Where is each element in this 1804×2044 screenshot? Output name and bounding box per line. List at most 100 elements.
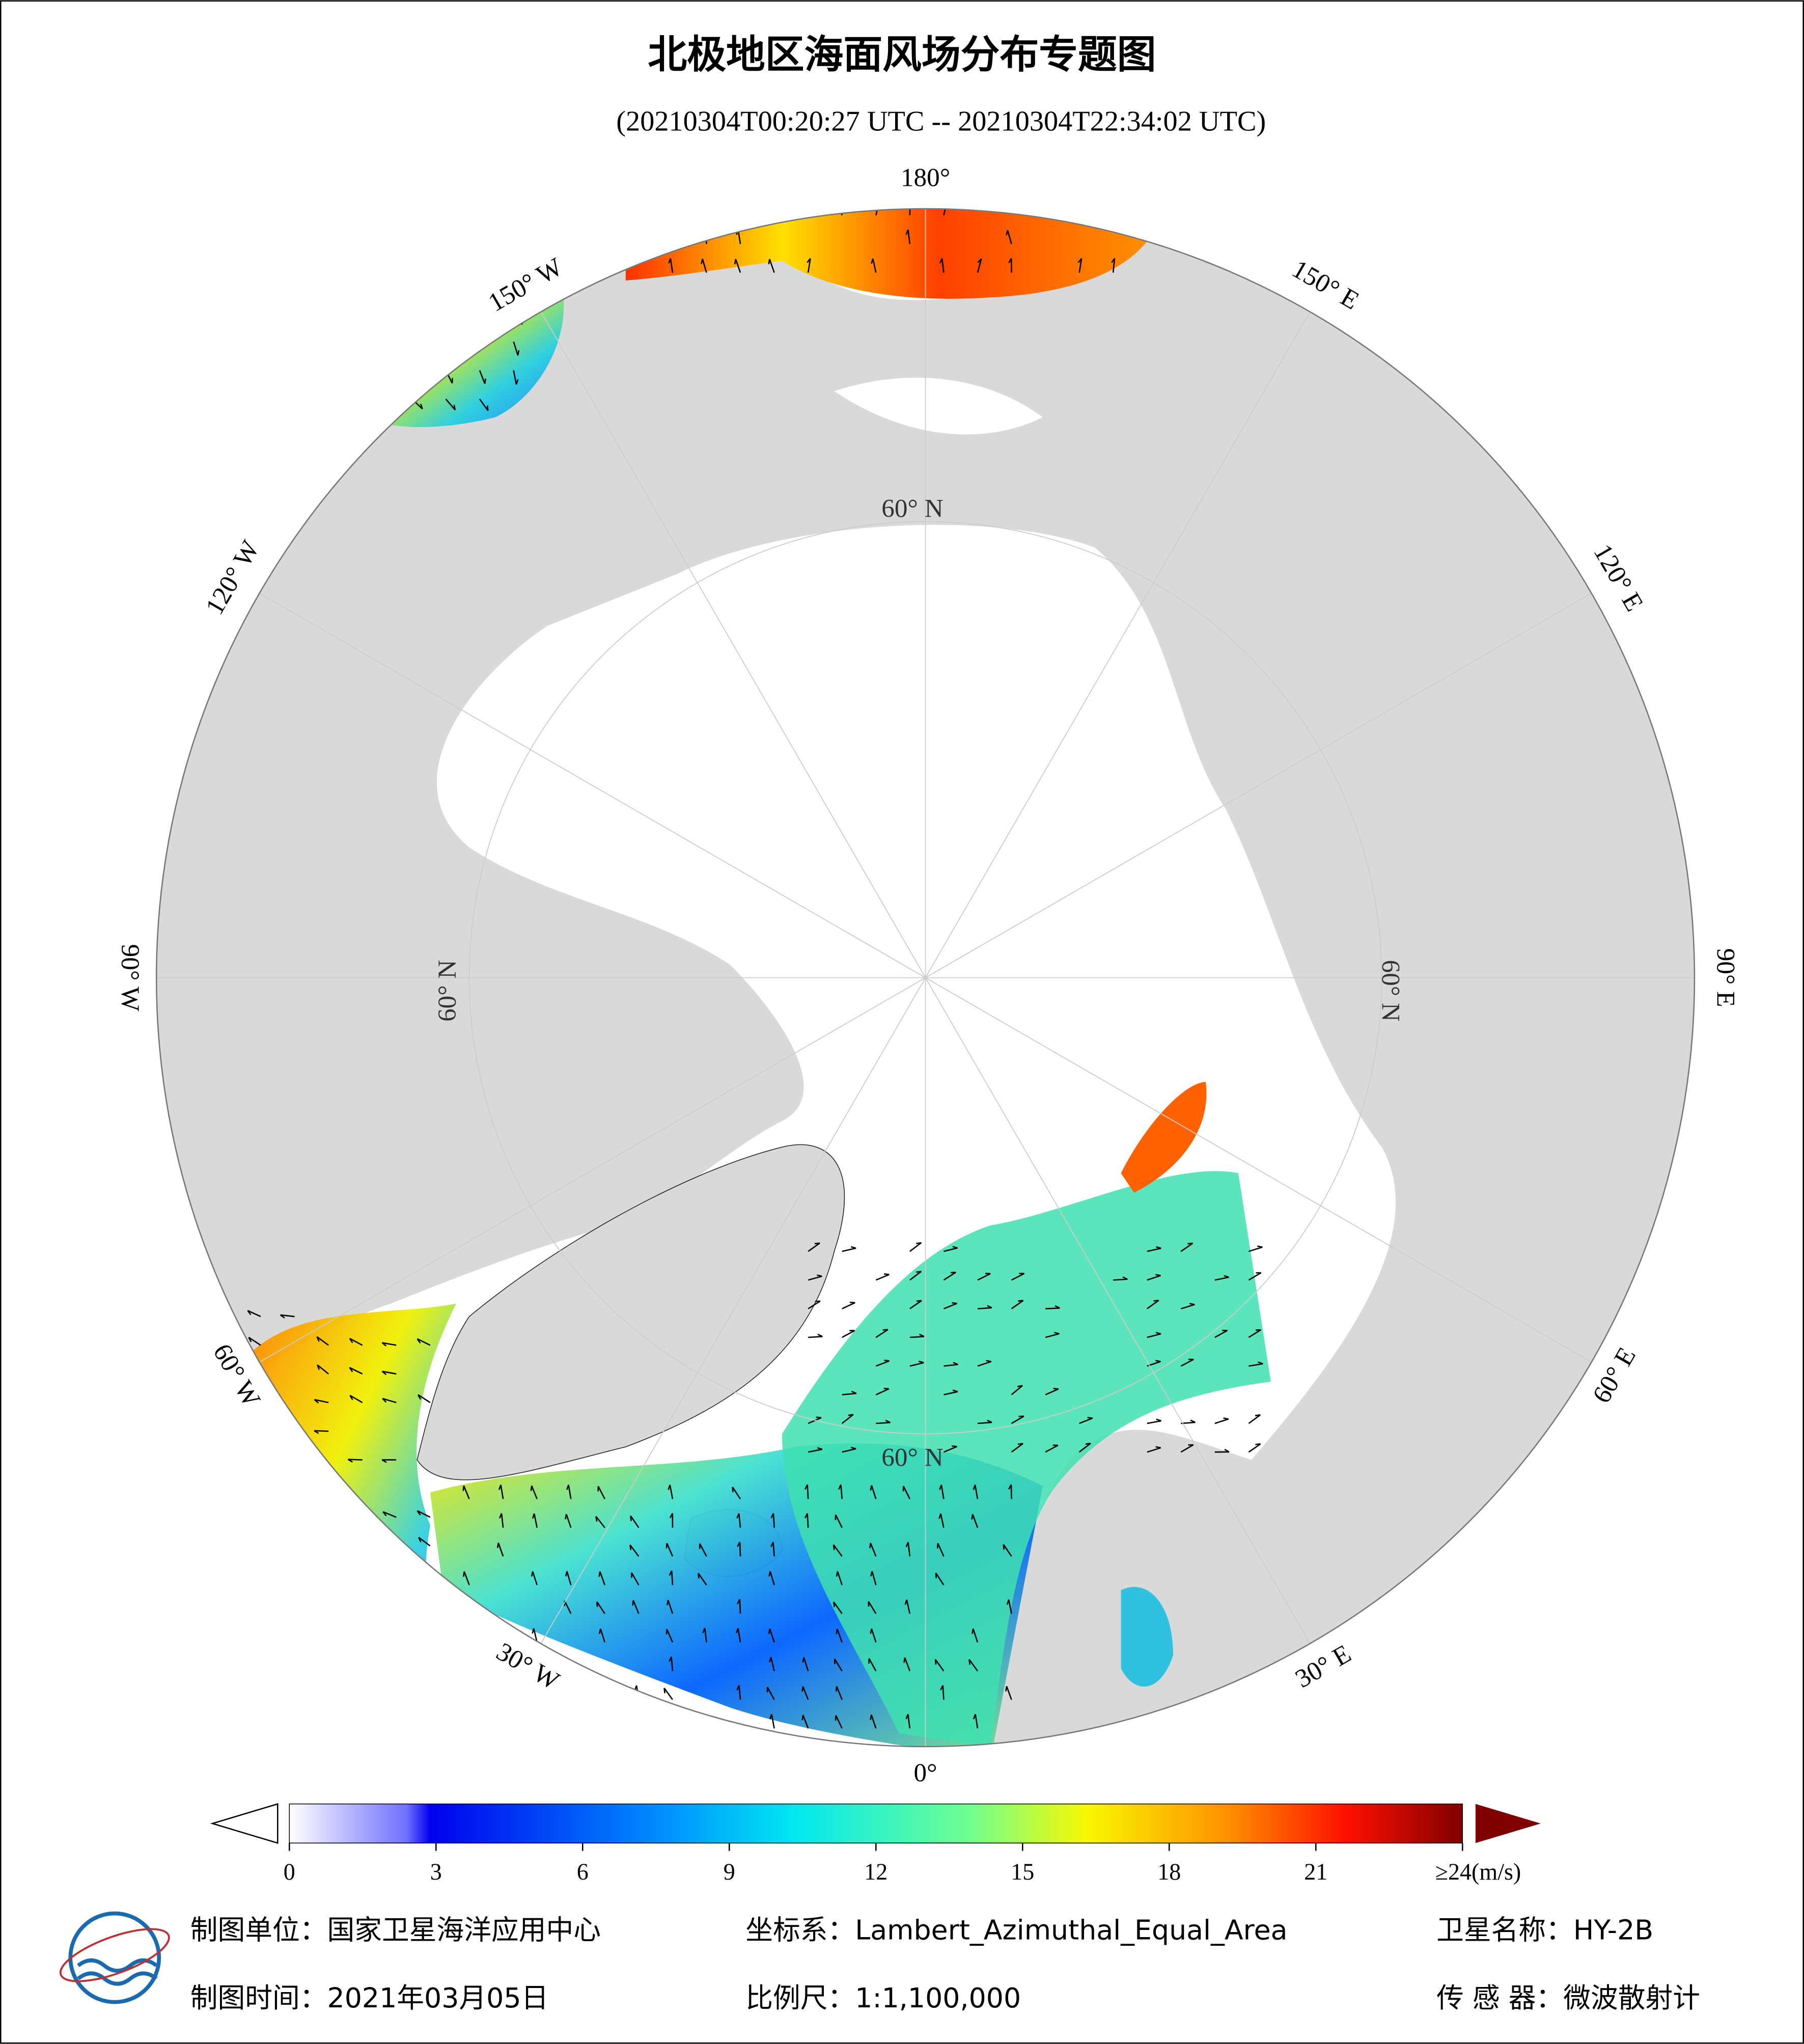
wind-arrow-head: [768, 259, 770, 265]
wind-arrow: [907, 1714, 911, 1729]
meridian: [259, 593, 926, 978]
wind-arrow: [871, 1714, 877, 1729]
wind-arrow: [699, 1543, 707, 1557]
wind-arrow-head: [349, 1367, 353, 1373]
wind-arrow: [631, 1572, 640, 1586]
wind-arrow: [943, 1247, 958, 1252]
wind-arrow-head: [1257, 1245, 1263, 1248]
wind-arrow-head: [940, 1685, 943, 1691]
meridian: [259, 977, 926, 1363]
wind-arrow-head: [916, 1271, 922, 1273]
wind-arrow: [836, 1629, 843, 1643]
wind-arrow-head: [1077, 258, 1083, 263]
wind-arrow: [941, 258, 945, 273]
wind-arrow-head: [347, 1459, 353, 1463]
wind-arrow-head: [381, 1370, 387, 1376]
wind-arrow-head: [1008, 1484, 1012, 1490]
wind-arrow: [732, 1487, 741, 1500]
wind-arrow-head: [668, 258, 671, 264]
wind-arrow-head: [595, 1516, 598, 1522]
wind-arrow-head: [314, 1399, 319, 1404]
wind-arrow: [1248, 1414, 1261, 1424]
wind-arrow: [666, 1543, 674, 1557]
footer-sensor: 传 感 器：微波散射计: [1436, 1982, 1700, 2014]
wind-arrow-head: [517, 350, 520, 356]
meridian: [540, 977, 926, 1644]
wind-arrow-head: [418, 1537, 422, 1543]
logo: [59, 1911, 170, 2004]
wind-arrow: [497, 1543, 504, 1557]
wind-arrow: [247, 1310, 261, 1318]
wind-arrow: [1248, 1246, 1263, 1252]
wind-arrow-head: [1008, 258, 1012, 263]
wind-arrow: [568, 1485, 572, 1499]
graticule: [156, 209, 1695, 1747]
wind-arrow: [1011, 1443, 1023, 1453]
wind-arrow-head: [381, 1342, 387, 1347]
wind-arrow: [842, 1392, 856, 1395]
wind-arrow-head: [247, 1310, 252, 1315]
wind-arrow: [943, 1303, 958, 1309]
wind-arrow-head: [802, 1657, 804, 1663]
wind-arrow-head: [850, 1246, 856, 1249]
wind-arrow: [704, 1628, 707, 1643]
wind-field: [625, 209, 1147, 299]
wind-arrow-head: [903, 1657, 906, 1663]
wind-arrow: [977, 1361, 992, 1367]
wind-arrow-head: [736, 1685, 740, 1691]
wind-arrow-head: [736, 1513, 740, 1519]
wind-arrow: [382, 1342, 397, 1346]
wind-arrow: [909, 1362, 924, 1367]
wind-arrow-head: [870, 1571, 873, 1577]
wind-arrow: [868, 1658, 877, 1671]
wind-arrow: [1045, 1388, 1059, 1395]
colorbar-tick-label: 15: [1011, 1859, 1034, 1885]
footer-crs: 坐标系：Lambert_Azimuthal_Equal_Area: [745, 1914, 1287, 1946]
wind-arrow: [907, 1542, 911, 1557]
wind-arrow: [871, 1485, 877, 1499]
wind-arrow: [1007, 230, 1012, 244]
wind-arrow-head: [973, 1485, 976, 1490]
wind-arrow: [943, 209, 948, 216]
wind-arrow-head: [1187, 1242, 1193, 1245]
wind-arrow-head: [1087, 1417, 1093, 1419]
wind-arrow: [940, 1513, 945, 1528]
wind-arrow: [280, 1314, 295, 1318]
wind-arrow: [802, 1686, 809, 1700]
wind-arrow: [565, 1514, 572, 1528]
wind-arrow: [479, 370, 486, 384]
wind-arrow: [600, 1628, 606, 1643]
wind-arrow: [909, 1271, 922, 1281]
wind-arrow: [975, 1714, 979, 1729]
wind-arrow-head: [349, 1395, 353, 1401]
wind-arrow: [943, 1272, 956, 1281]
wind-arrow-head: [977, 258, 982, 263]
wind-arrow-head: [883, 1387, 890, 1390]
meridian: [925, 977, 1311, 1644]
wind-arrow-head: [496, 1543, 499, 1548]
wind-arrow-head: [599, 1628, 601, 1634]
wind-arrow-head: [817, 1447, 823, 1450]
wind-arrow-head: [669, 1570, 673, 1576]
wind-arrow: [943, 1446, 957, 1453]
wind-arrow-head: [1156, 1418, 1161, 1422]
wind-arrow: [1147, 1333, 1161, 1338]
wind-arrow-head: [1190, 1419, 1196, 1423]
wind-arrow: [974, 1485, 979, 1499]
wind-arrow-head: [566, 1485, 569, 1490]
footer: 制图单位：国家卫星海洋应用中心 坐标系：Lambert_Azimuthal_Eq…: [190, 1914, 1700, 2014]
wind-arrow: [501, 1513, 504, 1528]
wind-arrow: [1180, 1444, 1194, 1453]
wind-arrow-head: [314, 1430, 319, 1434]
wind-arrow: [669, 1485, 674, 1499]
wind-arrow-head: [835, 1686, 838, 1692]
wind-vectors: [246, 209, 1263, 1729]
wind-arrow-head: [565, 1571, 568, 1577]
wind-arrow-head: [1153, 1300, 1159, 1302]
lat-label: 60° N: [881, 494, 943, 523]
wind-arrow-head: [801, 1715, 804, 1721]
wind-arrow-head: [850, 1446, 856, 1450]
wind-arrow: [316, 1336, 329, 1346]
wind-arrow-head: [1189, 1303, 1195, 1305]
wind-arrow: [807, 1485, 809, 1499]
